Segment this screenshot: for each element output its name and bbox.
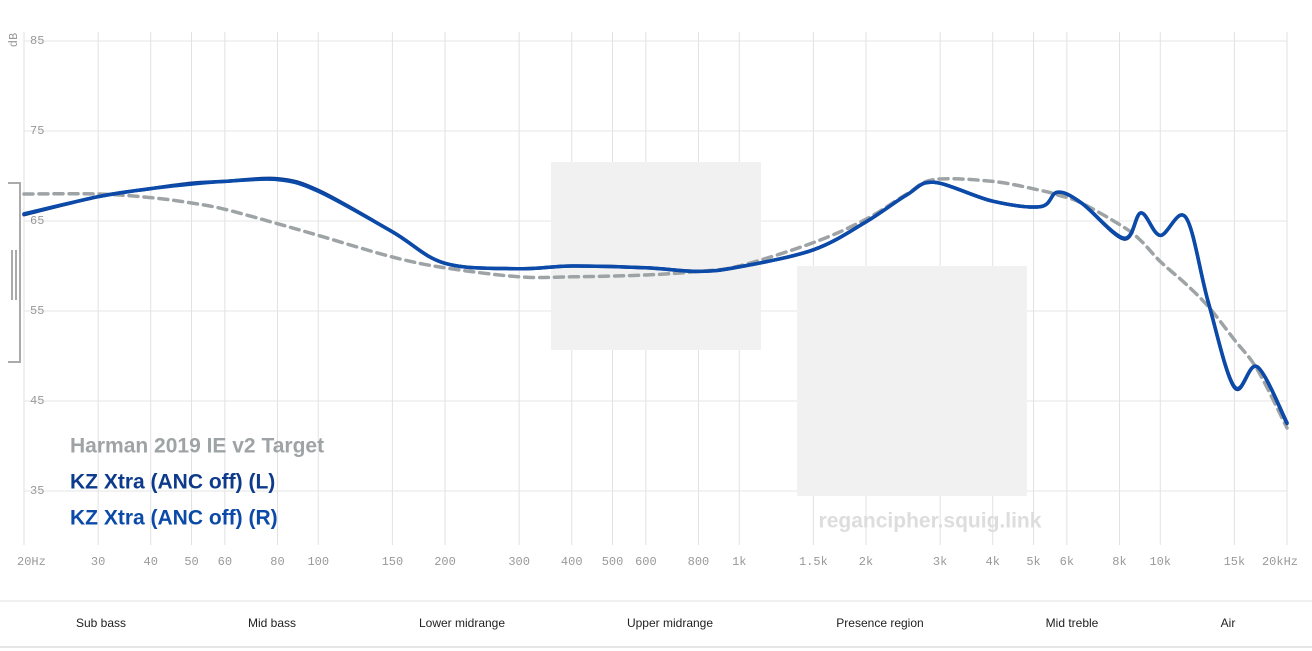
- y-tick-label: 65: [30, 214, 44, 228]
- x-tick-label: 20Hz: [17, 555, 46, 569]
- band-label: Sub bass: [76, 616, 126, 630]
- x-tick-label: 40: [144, 555, 158, 569]
- x-tick-label: 80: [270, 555, 284, 569]
- x-tick-label: 6k: [1060, 555, 1074, 569]
- resize-handle[interactable]: [8, 182, 21, 363]
- band-label: Presence region: [836, 616, 923, 630]
- x-tick-label: 100: [307, 555, 329, 569]
- watermark: regancipher.squig.link: [819, 510, 1042, 533]
- x-tick-label: 600: [635, 555, 657, 569]
- y-tick-label: 35: [30, 484, 44, 498]
- x-tick-label: 30: [91, 555, 105, 569]
- x-tick-label: 2k: [859, 555, 873, 569]
- x-tick-label: 50: [184, 555, 198, 569]
- x-tick-label: 1k: [732, 555, 746, 569]
- y-tick-label: 75: [30, 124, 44, 138]
- x-tick-label: 1.5k: [799, 555, 828, 569]
- x-tick-label: 20kHz: [1262, 555, 1298, 569]
- band-label: Lower midrange: [419, 616, 505, 630]
- band-label: Air: [1221, 616, 1236, 630]
- frequency-curve: [22, 177, 1289, 425]
- y-tick-label: 55: [30, 304, 44, 318]
- x-tick-label: 400: [561, 555, 583, 569]
- band-label: Mid bass: [248, 616, 296, 630]
- x-tick-label: 150: [382, 555, 404, 569]
- x-tick-label: 800: [688, 555, 710, 569]
- x-tick-label: 4k: [986, 555, 1000, 569]
- legend-entry: Harman 2019 IE v2 Target: [70, 435, 324, 458]
- x-tick-label: 60: [218, 555, 232, 569]
- frequency-curve: [22, 176, 1289, 430]
- watermark-image: [797, 266, 1027, 496]
- y-axis-label: dB: [7, 33, 21, 47]
- watermark-image: [551, 162, 761, 350]
- legend-entry: KZ Xtra (ANC off) (L): [70, 471, 275, 494]
- legend-entry: KZ Xtra (ANC off) (R): [70, 507, 278, 530]
- x-tick-label: 500: [602, 555, 624, 569]
- x-tick-label: 5k: [1026, 555, 1040, 569]
- x-tick-label: 15k: [1224, 555, 1246, 569]
- x-tick-label: 10k: [1149, 555, 1171, 569]
- band-label: Upper midrange: [627, 616, 713, 630]
- x-tick-label: 8k: [1112, 555, 1126, 569]
- x-tick-label: 3k: [933, 555, 947, 569]
- x-tick-label: 200: [434, 555, 456, 569]
- y-tick-label: 45: [30, 394, 44, 408]
- x-tick-label: 300: [508, 555, 530, 569]
- y-tick-label: 85: [30, 34, 44, 48]
- band-label: Mid treble: [1046, 616, 1099, 630]
